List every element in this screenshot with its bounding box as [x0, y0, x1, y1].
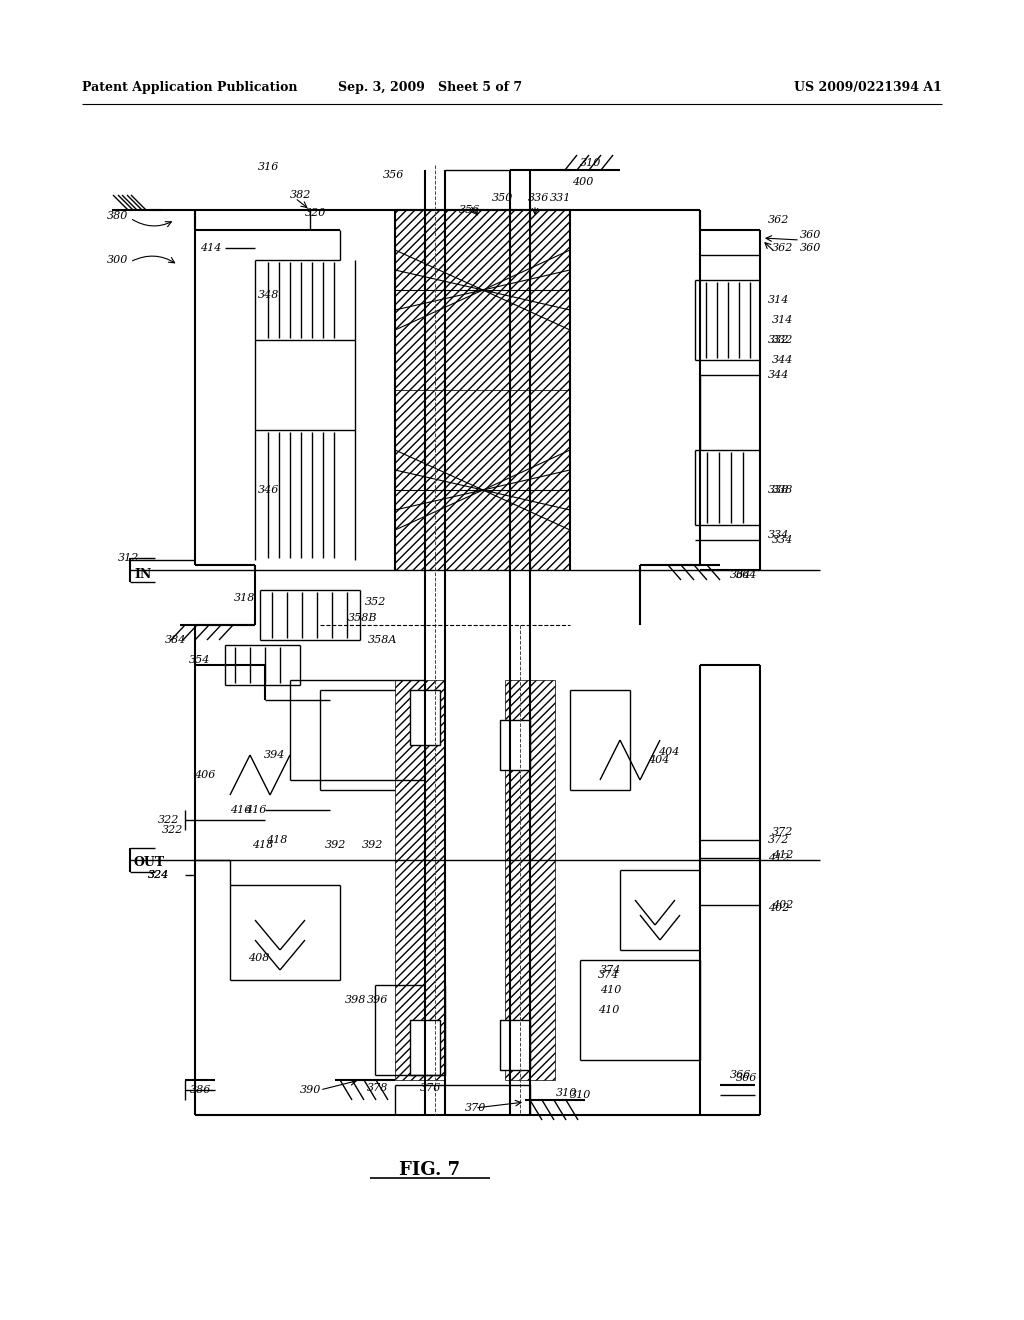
Text: 392: 392	[325, 840, 346, 850]
Text: 362: 362	[768, 215, 790, 224]
Text: 314: 314	[772, 315, 794, 325]
Text: 344: 344	[772, 355, 794, 366]
Text: 406: 406	[194, 770, 215, 780]
Text: 314: 314	[768, 294, 790, 305]
Text: 362: 362	[772, 243, 794, 253]
Text: 332: 332	[768, 335, 790, 345]
Text: 366: 366	[730, 1071, 752, 1080]
Text: 384: 384	[165, 635, 186, 645]
Text: FIG. 7: FIG. 7	[399, 1162, 461, 1179]
Text: 350: 350	[492, 193, 513, 203]
Text: 394: 394	[264, 750, 286, 760]
Text: 358A: 358A	[368, 635, 397, 645]
Text: 344: 344	[768, 370, 790, 380]
Text: 412: 412	[768, 853, 790, 863]
Text: Sep. 3, 2009   Sheet 5 of 7: Sep. 3, 2009 Sheet 5 of 7	[338, 82, 522, 95]
Bar	[500, 1020, 530, 1071]
Text: 312: 312	[118, 553, 139, 564]
Text: 410: 410	[598, 1005, 620, 1015]
Text: 374: 374	[598, 970, 620, 979]
Text: 382: 382	[290, 190, 311, 201]
Text: 364: 364	[736, 570, 758, 579]
Text: 372: 372	[768, 836, 790, 845]
Text: 300: 300	[106, 255, 128, 265]
Text: 338: 338	[772, 484, 794, 495]
Text: 332: 332	[772, 335, 794, 345]
Text: 338: 338	[768, 484, 790, 495]
Bar	[395, 210, 570, 389]
Text: 358B: 358B	[348, 612, 378, 623]
Text: IN: IN	[134, 568, 152, 581]
Text: 418: 418	[266, 836, 288, 845]
Text: 392: 392	[362, 840, 383, 850]
Bar	[395, 389, 570, 570]
Text: 316: 316	[258, 162, 280, 172]
Text: 366: 366	[736, 1073, 758, 1082]
Text: 334: 334	[772, 535, 794, 545]
Text: 386: 386	[190, 1085, 211, 1096]
Text: 410: 410	[600, 985, 622, 995]
Text: 324: 324	[148, 870, 169, 880]
Text: 412: 412	[772, 850, 794, 861]
Text: 310: 310	[580, 158, 601, 168]
Bar	[410, 690, 440, 744]
Text: 322: 322	[158, 814, 179, 825]
Text: 378: 378	[367, 1082, 388, 1093]
Bar	[395, 680, 445, 1080]
Text: 416: 416	[230, 805, 251, 814]
Text: 348: 348	[258, 290, 280, 300]
Text: 408: 408	[248, 953, 269, 964]
Text: 400: 400	[572, 177, 593, 187]
Text: 396: 396	[367, 995, 388, 1005]
Text: 364: 364	[730, 570, 752, 579]
Text: 354: 354	[188, 655, 210, 665]
Text: 404: 404	[658, 747, 679, 756]
Text: 352: 352	[365, 597, 386, 607]
Text: 360: 360	[800, 243, 821, 253]
Text: Patent Application Publication: Patent Application Publication	[82, 82, 298, 95]
Text: 414: 414	[200, 243, 221, 253]
Text: 310: 310	[570, 1090, 592, 1100]
Text: 360: 360	[800, 230, 821, 240]
Text: 318: 318	[233, 593, 255, 603]
Text: 398: 398	[345, 995, 367, 1005]
Text: US 2009/0221394 A1: US 2009/0221394 A1	[795, 82, 942, 95]
Text: 374: 374	[600, 965, 622, 975]
Text: 346: 346	[258, 484, 280, 495]
Text: 356: 356	[383, 170, 404, 180]
Text: 402: 402	[768, 903, 790, 913]
Text: OUT: OUT	[134, 855, 165, 869]
Text: 322: 322	[162, 825, 183, 836]
Text: 402: 402	[772, 900, 794, 909]
Text: 390: 390	[300, 1085, 322, 1096]
Text: 380: 380	[106, 211, 128, 220]
Bar	[410, 1020, 440, 1074]
Text: 418: 418	[252, 840, 273, 850]
Text: 376: 376	[420, 1082, 441, 1093]
Text: 356: 356	[459, 205, 480, 215]
Text: 334: 334	[768, 531, 790, 540]
Bar	[505, 680, 555, 1080]
Text: 416: 416	[245, 805, 266, 814]
Text: 372: 372	[772, 828, 794, 837]
Text: 370: 370	[465, 1104, 486, 1113]
Text: 310: 310	[556, 1088, 578, 1098]
Text: 320: 320	[305, 209, 327, 218]
Text: 404: 404	[648, 755, 670, 766]
Text: 324: 324	[148, 870, 169, 880]
Bar	[500, 719, 530, 770]
Text: 331: 331	[550, 193, 571, 203]
Text: 336: 336	[528, 193, 549, 203]
